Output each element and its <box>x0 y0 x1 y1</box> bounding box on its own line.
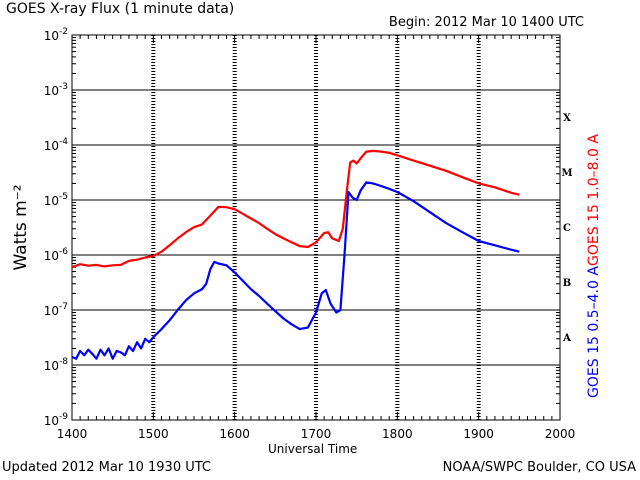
flare-class-label: X <box>563 113 571 124</box>
flare-class-label: C <box>563 223 571 234</box>
credit-text: NOAA/SWPC Boulder, CO USA <box>442 460 636 475</box>
y-tick-label: 10-3 <box>44 82 68 98</box>
x-tick-label: 1600 <box>219 427 250 441</box>
x-tick-label: 2000 <box>545 427 576 441</box>
begin-time: Begin: 2012 Mar 10 1400 UTC <box>388 15 584 30</box>
plot-frame <box>71 34 561 421</box>
x-tick-label: 1500 <box>138 427 169 441</box>
y-tick-label: 10-2 <box>44 27 68 43</box>
series-line-short <box>71 181 520 360</box>
x-tick-label: 1800 <box>382 427 413 441</box>
y-tick-label: 10-8 <box>44 357 69 373</box>
y-tick-label: 10-4 <box>44 137 69 153</box>
flare-class-label: B <box>563 278 571 289</box>
y-tick-label: 10-7 <box>44 302 68 318</box>
y-axis-label: Watts m⁻² <box>11 184 31 270</box>
y-tick-label: 10-6 <box>44 247 69 263</box>
legend-series-label: GOES 15 0.5–4.0 A <box>586 266 602 398</box>
chart-title: GOES X-ray Flux (1 minute data) <box>6 1 235 17</box>
x-tick-label: 1400 <box>57 427 88 441</box>
updated-time: Updated 2012 Mar 10 1930 UTC <box>2 460 212 475</box>
y-tick-label: 10-5 <box>44 192 68 208</box>
x-axis-label: Universal Time <box>268 442 358 456</box>
y-tick-label: 10-9 <box>44 412 69 428</box>
flare-class-label: A <box>562 333 571 344</box>
x-tick-label: 1700 <box>301 427 332 441</box>
x-tick-label: 1900 <box>463 427 494 441</box>
series-line-long <box>71 149 520 269</box>
legend-series-label: GOES 15 1.0–8.0 A <box>586 134 602 266</box>
flare-class-label: M <box>561 168 572 179</box>
